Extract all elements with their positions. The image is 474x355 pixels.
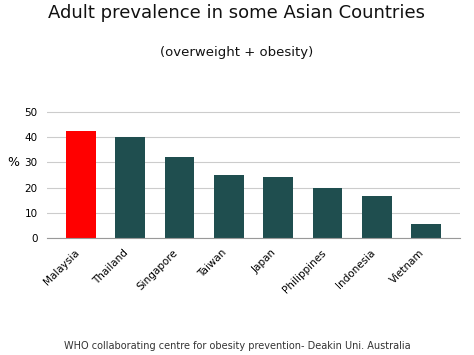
- Bar: [214, 175, 244, 238]
- Bar: [165, 157, 194, 238]
- Bar: [362, 196, 392, 238]
- Bar: [411, 224, 441, 238]
- Text: (overweight + obesity): (overweight + obesity): [160, 46, 314, 59]
- Bar: [116, 137, 145, 238]
- Bar: [313, 187, 342, 238]
- Text: Adult prevalence in some Asian Countries: Adult prevalence in some Asian Countries: [48, 4, 426, 22]
- Text: WHO collaborating centre for obesity prevention- Deakin Uni. Australia: WHO collaborating centre for obesity pre…: [64, 342, 410, 351]
- Bar: [66, 131, 96, 238]
- Y-axis label: %: %: [8, 155, 19, 169]
- Bar: [264, 178, 293, 238]
